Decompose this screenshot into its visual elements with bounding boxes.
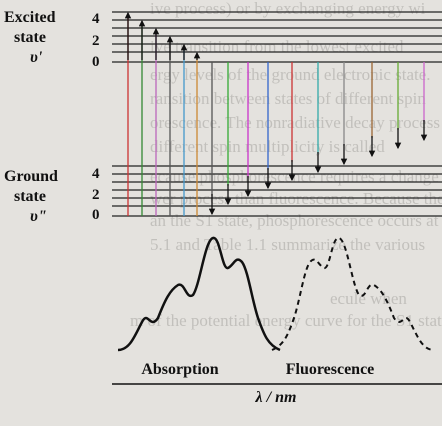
background-line: ransition between states of different sp…: [150, 89, 426, 108]
transitions: [124, 11, 428, 216]
background-line: orescence. The nonradiative decay proces…: [150, 113, 440, 132]
absorption-spectrum: [117, 236, 281, 352]
state-label: υ': [30, 49, 43, 66]
level-label: 0: [92, 54, 100, 70]
fluorescence-spectrum: [271, 237, 435, 351]
state-label: υ": [30, 208, 47, 225]
state-label: state: [14, 188, 46, 205]
axis-label: λ / nm: [255, 389, 297, 406]
level-label: 2: [92, 33, 100, 49]
background-line: 5.1 and Table 1.1 summarize the various: [150, 235, 425, 254]
state-label: Ground: [4, 168, 58, 185]
level-label: 2: [92, 187, 100, 203]
fluorescence-label: Fluorescence: [286, 361, 375, 378]
state-label: state: [14, 29, 46, 46]
background-line: m of the potential energy curve for the …: [130, 311, 442, 330]
energy-levels: [112, 11, 442, 217]
background-line: ecule when: [330, 289, 407, 308]
background-line: ergy levels of the ground electronic sta…: [150, 65, 431, 84]
level-label: 4: [92, 166, 100, 182]
background-line: ive transition from the lowest excited: [150, 37, 404, 56]
level-label: 4: [92, 11, 100, 27]
state-label: Excited: [4, 9, 56, 26]
background-line: an the S1 state, phosphorescence occurs …: [150, 211, 439, 230]
background-text: ive process) or by exchanging energy wi i…: [130, 0, 442, 330]
background-line: ecause phosphorescence requires a change: [150, 167, 439, 186]
level-label: 0: [92, 207, 100, 223]
background-line: ive process) or by exchanging energy wi: [150, 0, 426, 18]
absorption-label: Absorption: [141, 361, 218, 378]
